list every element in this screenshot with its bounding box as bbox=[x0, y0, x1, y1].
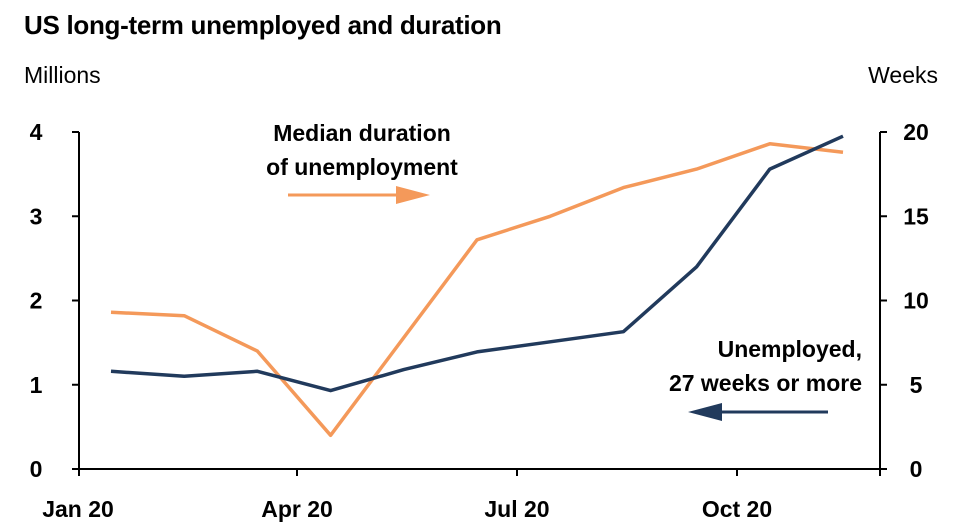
left-tick-label: 1 bbox=[30, 372, 43, 398]
median-annotation-line1: Median duration bbox=[273, 120, 451, 146]
unemployed-annotation-line1: Unemployed, bbox=[718, 336, 862, 362]
series-lines bbox=[110, 134, 844, 438]
chart-title: US long-term unemployed and duration bbox=[24, 10, 502, 40]
x-tick-label: Oct 20 bbox=[702, 496, 772, 522]
x-tick-label: Jul 20 bbox=[484, 496, 549, 522]
right-tick-label: 15 bbox=[903, 203, 929, 229]
right-tick-label: 20 bbox=[903, 119, 929, 145]
left-tick-label: 0 bbox=[30, 456, 43, 482]
median-duration-line bbox=[110, 142, 844, 438]
right-tick-label: 10 bbox=[903, 288, 929, 314]
right-tick-label: 0 bbox=[910, 456, 923, 482]
right-tick-label: 5 bbox=[910, 372, 923, 398]
x-tick-label: Apr 20 bbox=[261, 496, 333, 522]
right-axis-unit: Weeks bbox=[868, 62, 938, 88]
annotations: Median duration of unemployment Unemploy… bbox=[266, 120, 862, 421]
left-axis-unit: Millions bbox=[24, 62, 101, 88]
axes: 0 1 2 3 4 0 5 10 15 20 Jan 20 Apr 20 Jul 20 Oct 20 bbox=[30, 119, 929, 522]
unemployed-arrow-head bbox=[688, 403, 722, 421]
left-tick-label: 3 bbox=[30, 203, 43, 229]
x-tick-label: Jan 20 bbox=[42, 496, 114, 522]
unemployed-annotation-line2: 27 weeks or more bbox=[669, 370, 862, 396]
left-tick-label: 2 bbox=[30, 288, 43, 314]
median-arrow-head bbox=[396, 186, 430, 204]
median-annotation-line2: of unemployment bbox=[266, 154, 458, 180]
left-tick-label: 4 bbox=[30, 119, 43, 145]
